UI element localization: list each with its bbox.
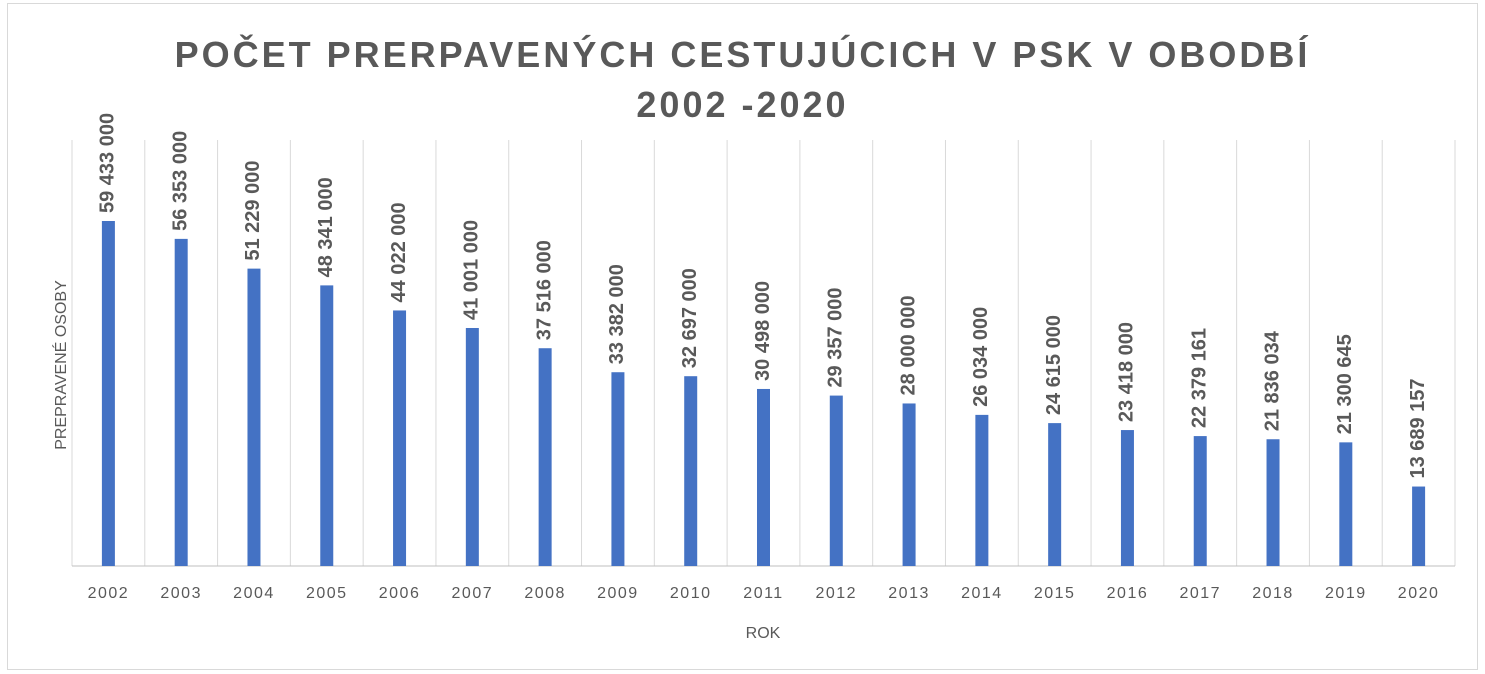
bar [1266,439,1280,566]
y-axis-label: PREPRAVENÉ OSOBY [51,280,70,450]
bar [320,285,334,566]
x-tick-label: 2005 [306,585,348,602]
x-tick-label: 2004 [233,585,275,602]
data-label: 23 418 000 [1116,322,1138,422]
x-tick-label: 2006 [379,585,421,602]
data-label: 13 689 157 [1407,378,1429,478]
bar [538,348,552,566]
data-label: 24 615 000 [1043,315,1065,415]
x-tick-label: 2009 [597,585,639,602]
data-label: 48 341 000 [315,177,337,277]
bar [1339,442,1353,566]
bar [393,310,407,566]
data-label: 37 516 000 [533,240,555,340]
data-label: 30 498 000 [752,281,774,381]
bar [1048,423,1062,566]
data-label: 51 229 000 [242,161,264,261]
data-label: 21 836 034 [1261,330,1283,431]
data-label: 33 382 000 [606,264,628,364]
x-tick-label: 2008 [524,585,566,602]
data-label: 22 379 161 [1189,328,1211,428]
chart-title: POČET PRERPAVENÝCH CESTUJÚCICH V PSK V O… [174,34,1311,125]
bar [684,376,698,566]
bar [247,268,261,566]
data-label: 59 433 000 [97,113,119,213]
data-label: 56 353 000 [169,131,191,231]
x-tick-label: 2015 [1034,585,1076,602]
x-tick-label: 2014 [961,585,1003,602]
x-tick-label: 2010 [670,585,712,602]
x-tick-label: 2017 [1179,585,1221,602]
x-tick-label: 2003 [160,585,202,602]
x-tick-label: 2016 [1107,585,1149,602]
bar [975,414,989,566]
bar [101,221,115,566]
bar [757,388,770,566]
bar [1120,430,1134,566]
chart-border [7,3,1478,670]
data-label: 44 022 000 [388,202,410,302]
x-tick-label: 2007 [452,585,494,602]
data-label: 21 300 645 [1334,334,1356,434]
data-label: 28 000 000 [897,295,919,395]
x-tick-label: 2018 [1252,585,1294,602]
bar [1193,436,1207,566]
bar [174,238,188,566]
bar [1412,486,1426,566]
x-axis-label: ROK [746,625,781,642]
data-label: 26 034 000 [970,307,992,407]
data-label: 32 697 000 [679,268,701,368]
x-tick-label: 2011 [743,585,783,602]
x-tick-label: 2013 [888,585,930,602]
x-tick-label: 2020 [1398,585,1440,602]
data-label: 41 001 000 [461,220,483,320]
data-label: 29 357 000 [825,287,847,387]
bar [611,372,625,566]
bar [829,395,843,566]
bar [465,327,479,566]
bar [902,403,916,566]
x-tick-label: 2019 [1325,585,1367,602]
x-tick-label: 2002 [88,585,130,602]
x-tick-label: 2012 [815,585,857,602]
